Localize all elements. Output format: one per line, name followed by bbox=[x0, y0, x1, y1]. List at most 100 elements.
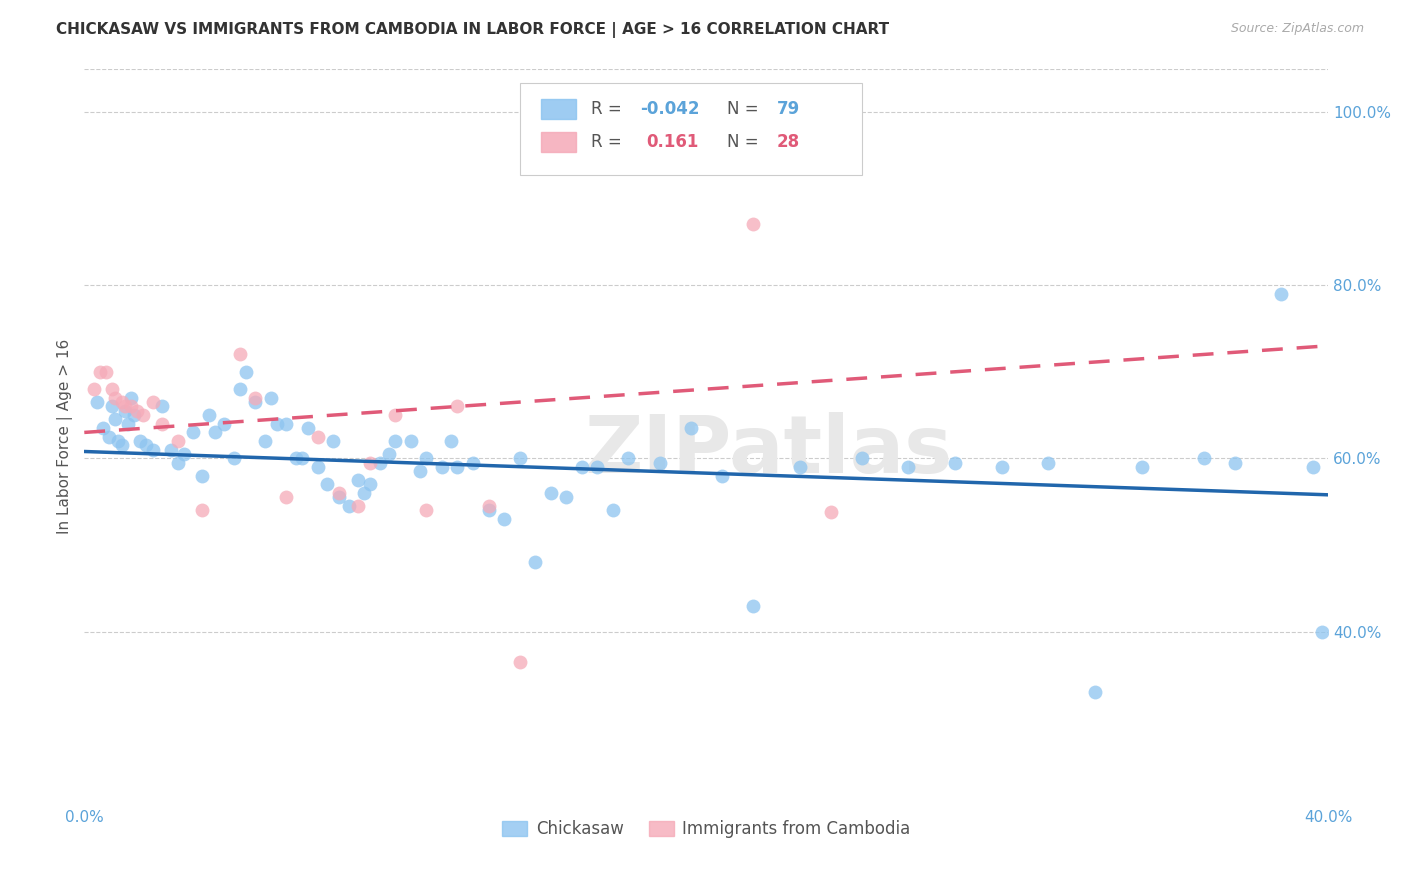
Point bbox=[446, 400, 468, 414]
Point bbox=[1302, 460, 1324, 475]
Point bbox=[276, 491, 298, 505]
Point bbox=[461, 456, 484, 470]
Point bbox=[173, 447, 195, 461]
Y-axis label: In Labor Force | Age > 16: In Labor Force | Age > 16 bbox=[58, 339, 73, 534]
Point bbox=[291, 451, 314, 466]
Point bbox=[86, 395, 108, 409]
Point bbox=[384, 434, 406, 449]
Point bbox=[229, 382, 252, 396]
Point bbox=[494, 512, 516, 526]
Text: Source: ZipAtlas.com: Source: ZipAtlas.com bbox=[1230, 22, 1364, 36]
Point bbox=[104, 412, 127, 426]
Point bbox=[120, 391, 142, 405]
Point bbox=[307, 460, 329, 475]
Point bbox=[415, 503, 437, 517]
Point bbox=[328, 491, 350, 505]
Point bbox=[181, 425, 204, 440]
Legend: Chickasaw, Immigrants from Cambodia: Chickasaw, Immigrants from Cambodia bbox=[496, 814, 917, 845]
Point bbox=[328, 486, 350, 500]
Text: N =: N = bbox=[727, 133, 765, 151]
Point bbox=[166, 434, 188, 449]
Point bbox=[851, 451, 873, 466]
Point bbox=[150, 400, 173, 414]
Text: CHICKASAW VS IMMIGRANTS FROM CAMBODIA IN LABOR FORCE | AGE > 16 CORRELATION CHAR: CHICKASAW VS IMMIGRANTS FROM CAMBODIA IN… bbox=[56, 22, 890, 38]
Point bbox=[315, 477, 337, 491]
Point bbox=[322, 434, 344, 449]
Point bbox=[378, 447, 401, 461]
Point bbox=[741, 218, 763, 232]
Point bbox=[347, 499, 370, 513]
Text: R =: R = bbox=[591, 133, 631, 151]
Point bbox=[509, 451, 531, 466]
Point bbox=[89, 365, 111, 379]
Point bbox=[191, 503, 214, 517]
Point bbox=[98, 430, 121, 444]
Point bbox=[353, 486, 375, 500]
Point bbox=[943, 456, 966, 470]
Point bbox=[204, 425, 226, 440]
Point bbox=[1223, 456, 1246, 470]
Point bbox=[120, 400, 142, 414]
Point bbox=[1130, 460, 1153, 475]
Point bbox=[110, 395, 132, 409]
Point bbox=[359, 477, 381, 491]
Point bbox=[1192, 451, 1215, 466]
Point bbox=[399, 434, 422, 449]
Text: ZIPatlas: ZIPatlas bbox=[585, 412, 952, 491]
Point bbox=[347, 473, 370, 487]
Point bbox=[307, 430, 329, 444]
Point bbox=[897, 460, 920, 475]
FancyBboxPatch shape bbox=[520, 83, 862, 176]
Point bbox=[135, 438, 157, 452]
Text: R =: R = bbox=[591, 100, 627, 118]
Point bbox=[142, 395, 165, 409]
Point bbox=[253, 434, 276, 449]
Point bbox=[142, 442, 165, 457]
Text: 0.161: 0.161 bbox=[647, 133, 699, 151]
Point bbox=[409, 465, 432, 479]
Point bbox=[222, 451, 245, 466]
Point bbox=[586, 460, 609, 475]
Point bbox=[741, 599, 763, 613]
Point bbox=[446, 460, 468, 475]
Point bbox=[150, 417, 173, 431]
Point bbox=[245, 391, 267, 405]
Point bbox=[571, 460, 593, 475]
Point bbox=[94, 365, 117, 379]
FancyBboxPatch shape bbox=[541, 99, 575, 120]
Point bbox=[110, 438, 132, 452]
Point bbox=[212, 417, 235, 431]
Point bbox=[440, 434, 463, 449]
Point bbox=[191, 468, 214, 483]
Point bbox=[132, 408, 155, 422]
Point bbox=[297, 421, 319, 435]
Point bbox=[245, 395, 267, 409]
FancyBboxPatch shape bbox=[541, 132, 575, 153]
Point bbox=[509, 655, 531, 669]
Point bbox=[990, 460, 1012, 475]
Point bbox=[284, 451, 307, 466]
Point bbox=[477, 499, 499, 513]
Point bbox=[789, 460, 811, 475]
Point bbox=[117, 417, 139, 431]
Point bbox=[101, 400, 124, 414]
Point bbox=[127, 404, 149, 418]
Point bbox=[104, 391, 127, 405]
Point bbox=[477, 503, 499, 517]
Point bbox=[260, 391, 283, 405]
Point bbox=[710, 468, 733, 483]
Point bbox=[359, 456, 381, 470]
Text: -0.042: -0.042 bbox=[640, 100, 700, 118]
Point bbox=[617, 451, 640, 466]
Text: N =: N = bbox=[727, 100, 765, 118]
Point bbox=[430, 460, 453, 475]
Point bbox=[1038, 456, 1060, 470]
Text: 79: 79 bbox=[778, 100, 800, 118]
Point bbox=[524, 555, 547, 569]
Point bbox=[337, 499, 360, 513]
Point bbox=[276, 417, 298, 431]
Point bbox=[266, 417, 288, 431]
Point bbox=[229, 347, 252, 361]
Point bbox=[101, 382, 124, 396]
Text: 28: 28 bbox=[778, 133, 800, 151]
